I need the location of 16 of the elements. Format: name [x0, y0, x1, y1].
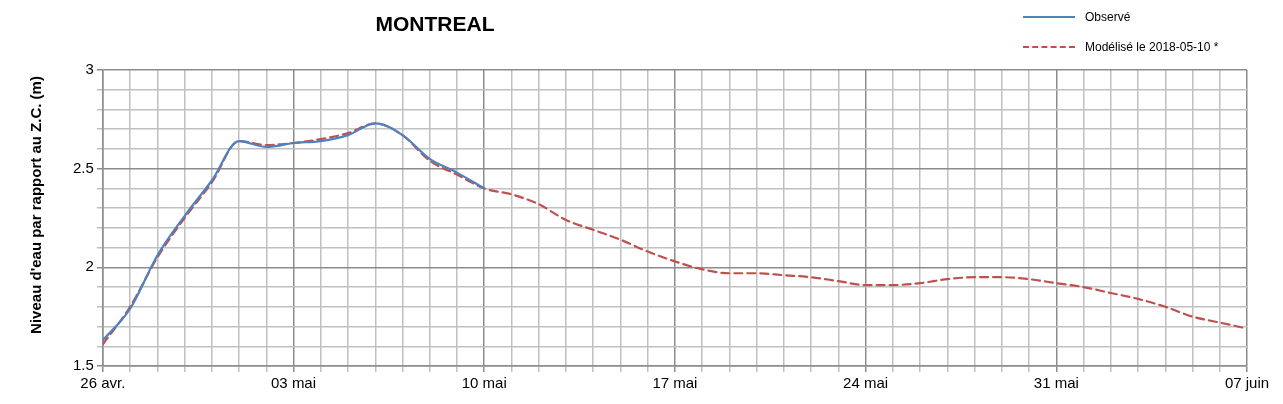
x-tick-label: 07 juin: [1224, 374, 1270, 392]
x-tick-label: 17 mai: [652, 374, 698, 392]
x-tick-label: 24 mai: [843, 374, 889, 392]
x-tick-label: 26 avr.: [80, 374, 126, 392]
chart-title: MONTREAL: [374, 12, 496, 36]
line-series: [102, 122, 486, 342]
x-tick-label: 03 mai: [271, 374, 317, 392]
x-tick-label: 10 mai: [461, 374, 507, 392]
y-tick-label: 2: [85, 257, 94, 275]
x-tick-label: 31 mai: [1033, 374, 1079, 392]
y-axis-title: Niveau d'eau par rapport au Z.C. (m): [25, 75, 45, 335]
legend-label: Modélisé le 2018-05-10 *: [1085, 40, 1219, 54]
y-tick-label: 1.5: [72, 356, 94, 374]
y-tick-label: 2.5: [72, 158, 94, 176]
y-tick-label: 3: [85, 60, 94, 78]
legend-label: Observé: [1085, 10, 1131, 24]
